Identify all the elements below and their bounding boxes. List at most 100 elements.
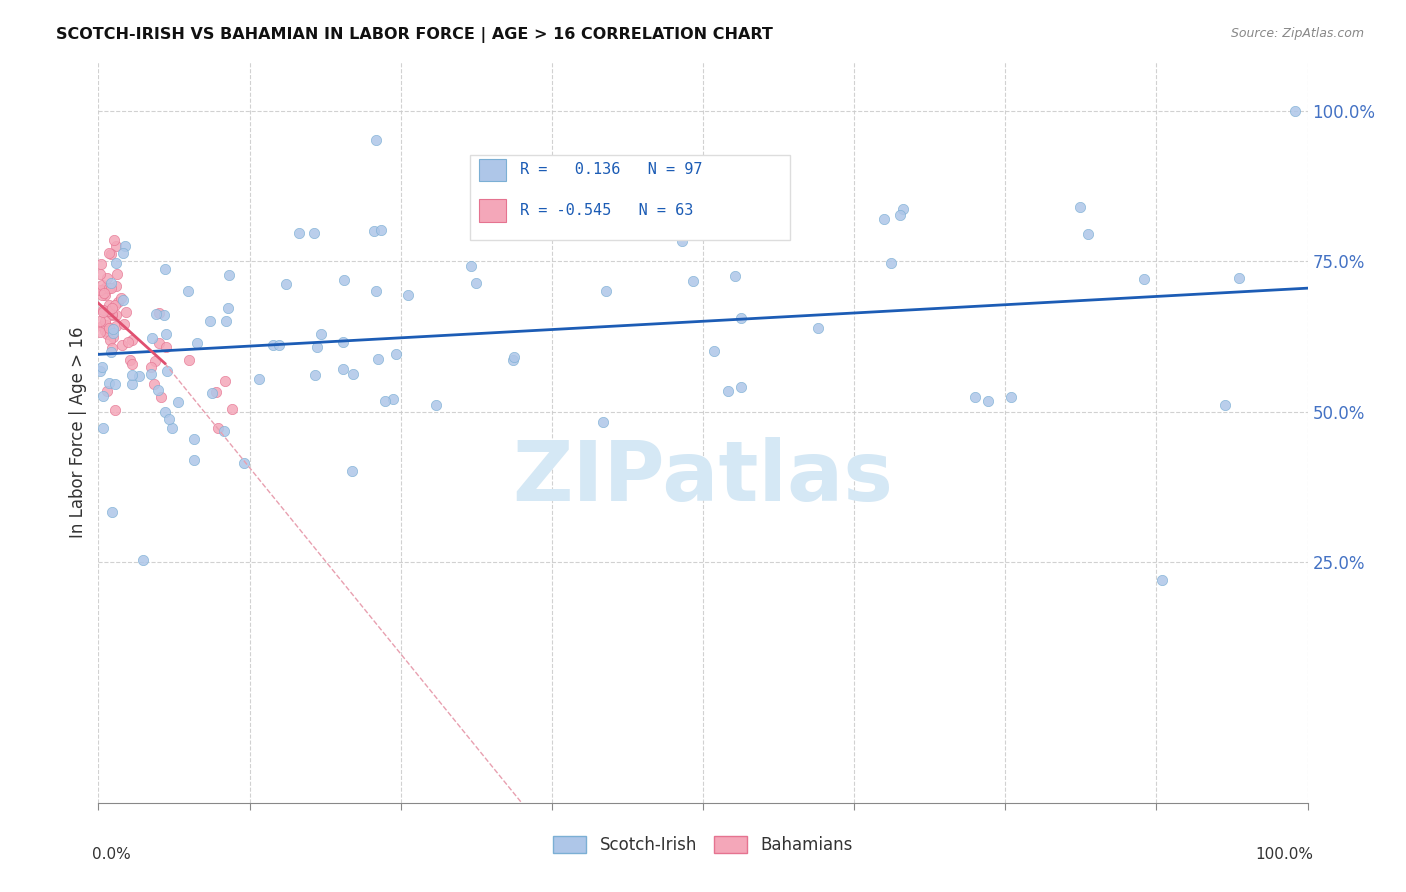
- Point: [198, 314, 221, 328]
- Point: [595, 284, 617, 298]
- Text: R = -0.545   N = 63: R = -0.545 N = 63: [520, 203, 693, 218]
- Point: [340, 465, 363, 479]
- Point: [89, 283, 111, 297]
- Point: [89, 326, 111, 340]
- Point: [90, 288, 112, 302]
- Point: [91, 318, 114, 333]
- Point: [183, 453, 205, 467]
- Point: [385, 347, 408, 361]
- Y-axis label: In Labor Force | Age > 16: In Labor Force | Age > 16: [69, 326, 87, 539]
- Point: [207, 421, 229, 435]
- Point: [93, 285, 115, 300]
- Point: [128, 369, 150, 384]
- Point: [98, 245, 121, 260]
- Point: [98, 376, 121, 390]
- Point: [105, 318, 128, 333]
- Point: [121, 333, 143, 347]
- Point: [101, 309, 124, 323]
- Point: [142, 377, 165, 392]
- Point: [107, 294, 129, 309]
- Point: [1133, 272, 1156, 286]
- Point: [247, 372, 270, 386]
- Point: [96, 270, 118, 285]
- Point: [156, 364, 179, 378]
- Point: [806, 320, 828, 334]
- Point: [201, 386, 224, 401]
- Point: [103, 377, 125, 392]
- Point: [112, 317, 135, 331]
- Point: [94, 288, 117, 302]
- Point: [366, 284, 388, 298]
- Point: [517, 190, 540, 204]
- Point: [703, 344, 725, 359]
- Text: SCOTCH-IRISH VS BAHAMIAN IN LABOR FORCE | AGE > 16 CORRELATION CHART: SCOTCH-IRISH VS BAHAMIAN IN LABOR FORCE …: [56, 27, 773, 43]
- Point: [153, 262, 176, 277]
- Point: [891, 202, 914, 216]
- Point: [104, 403, 127, 417]
- Point: [90, 257, 112, 271]
- Point: [363, 224, 385, 238]
- Point: [304, 368, 326, 383]
- Text: Source: ZipAtlas.com: Source: ZipAtlas.com: [1230, 27, 1364, 40]
- Point: [148, 335, 170, 350]
- Point: [89, 314, 111, 328]
- Point: [141, 360, 163, 375]
- Point: [302, 226, 325, 240]
- Point: [96, 326, 118, 341]
- Point: [1229, 271, 1251, 285]
- Point: [90, 360, 112, 375]
- Point: [873, 211, 896, 226]
- Point: [94, 313, 117, 327]
- Point: [205, 384, 228, 399]
- Point: [91, 421, 114, 435]
- Point: [214, 375, 236, 389]
- Point: [965, 390, 987, 404]
- Point: [121, 376, 143, 391]
- Point: [702, 207, 724, 221]
- Point: [730, 380, 752, 394]
- Point: [115, 305, 138, 319]
- Point: [91, 277, 114, 292]
- Point: [212, 425, 235, 439]
- Point: [100, 247, 122, 261]
- Point: [155, 326, 177, 341]
- Point: [91, 283, 114, 297]
- Point: [502, 353, 524, 368]
- Point: [145, 307, 167, 321]
- Point: [160, 421, 183, 435]
- Point: [889, 208, 911, 222]
- Point: [101, 330, 124, 344]
- Point: [1000, 390, 1022, 404]
- Point: [117, 334, 139, 349]
- Point: [717, 384, 740, 399]
- Point: [112, 293, 135, 308]
- Point: [91, 389, 114, 403]
- Point: [425, 398, 447, 412]
- Point: [112, 246, 135, 260]
- Point: [101, 301, 124, 315]
- Point: [100, 345, 122, 359]
- Point: [89, 364, 111, 378]
- Point: [1284, 103, 1306, 118]
- Point: [153, 405, 176, 419]
- Point: [186, 336, 208, 351]
- Point: [502, 350, 524, 364]
- Text: 0.0%: 0.0%: [93, 847, 131, 863]
- Point: [101, 505, 124, 519]
- Point: [342, 367, 364, 381]
- Point: [166, 394, 188, 409]
- Point: [1213, 398, 1236, 412]
- Point: [1077, 227, 1099, 241]
- Point: [1152, 573, 1174, 587]
- Point: [332, 362, 354, 376]
- Point: [121, 358, 143, 372]
- Point: [101, 326, 124, 341]
- Point: [364, 133, 387, 147]
- Point: [131, 552, 153, 566]
- Point: [103, 233, 125, 247]
- Point: [267, 338, 290, 352]
- Point: [104, 256, 127, 270]
- Point: [100, 307, 122, 321]
- Point: [96, 384, 118, 399]
- Point: [104, 309, 127, 323]
